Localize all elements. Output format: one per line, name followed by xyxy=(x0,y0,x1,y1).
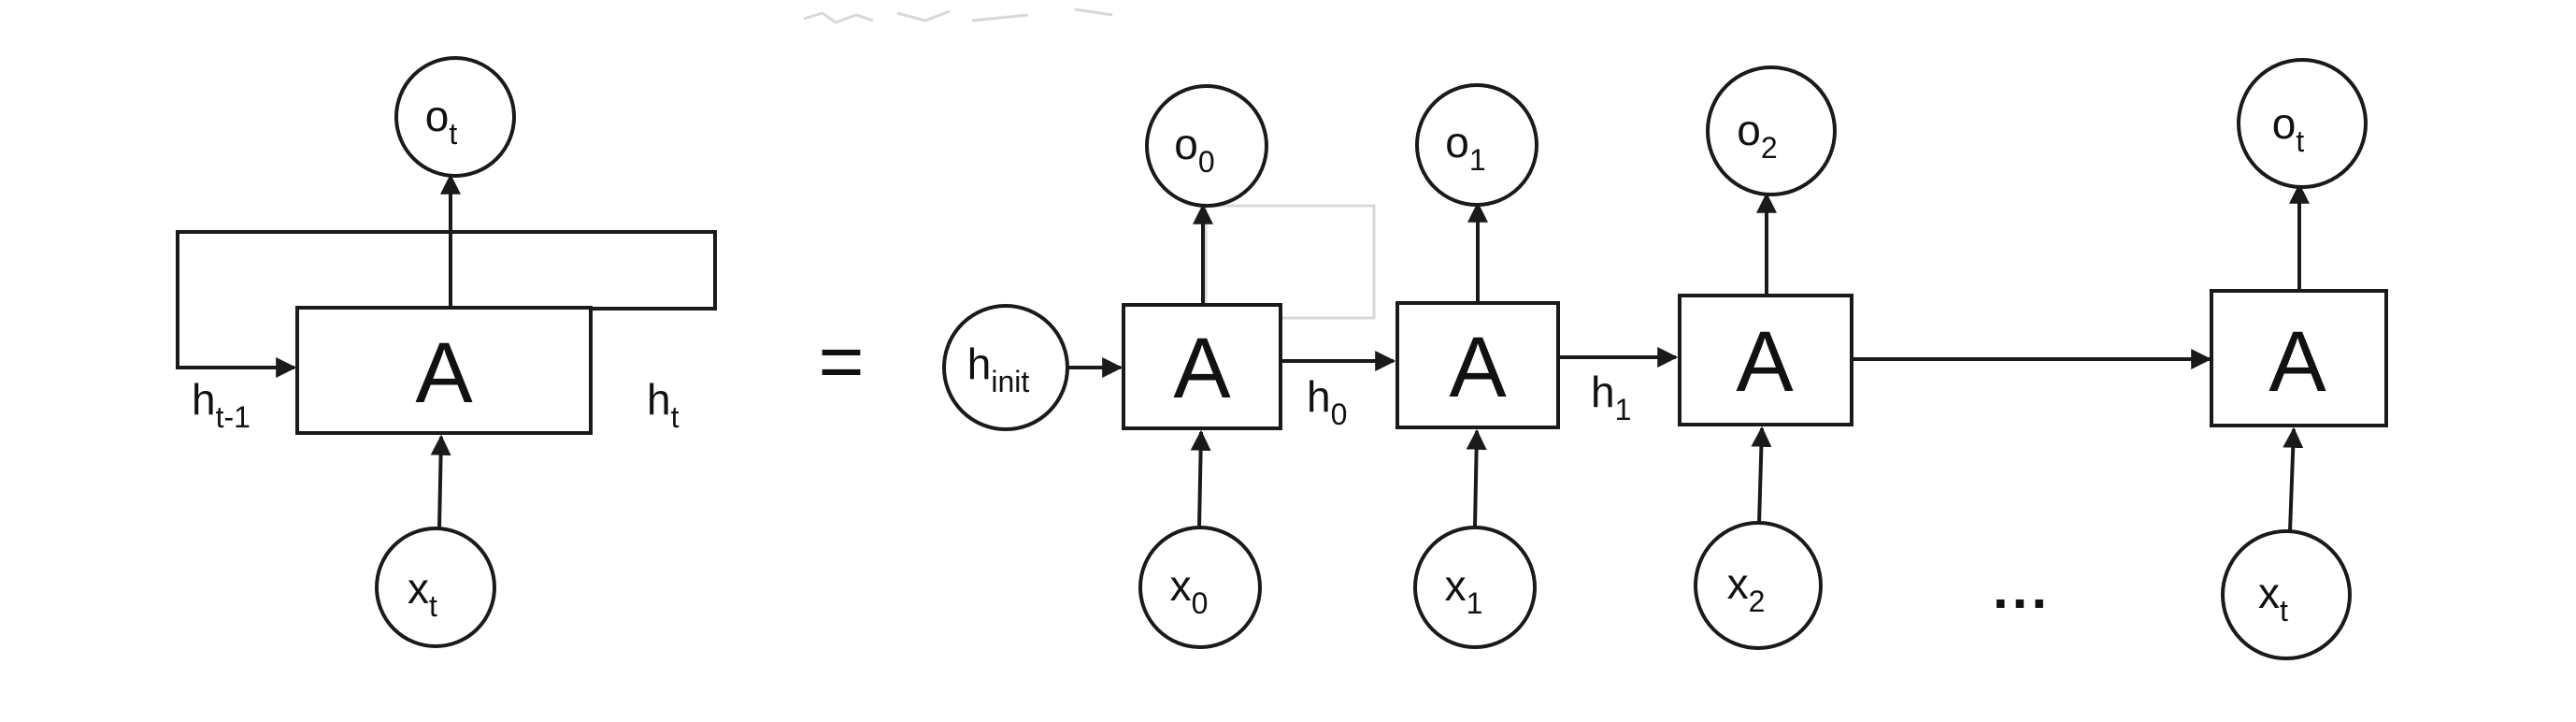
folded-cell-box xyxy=(295,306,593,435)
cell-t-input-label: xt xyxy=(2258,569,2288,628)
initial-state-label: hinit xyxy=(967,339,1030,398)
cell-t-label: A xyxy=(2268,314,2326,410)
cell-2-output-node xyxy=(1706,65,1837,196)
cell-2-output-label: o2 xyxy=(1737,106,1777,165)
cell-t-box xyxy=(2210,289,2388,427)
cell-0-input-arrow xyxy=(1190,429,1211,528)
unrolled-cell-2: A o2 x2 xyxy=(1678,65,2212,650)
cell-2-input-arrow xyxy=(1751,426,1772,525)
unrolled-cell-0: A o0 x0 h0 xyxy=(1122,84,1396,649)
cell-1-output-label: o1 xyxy=(1445,118,1485,177)
cell-0-input-node xyxy=(1138,526,1262,649)
folded-input-arrow xyxy=(430,434,451,529)
cell-1-input-node xyxy=(1413,526,1537,649)
folded-input-node xyxy=(375,527,496,648)
cell-1-box xyxy=(1395,301,1560,429)
cell-t-output-node xyxy=(2237,58,2368,189)
cell-1-output-node xyxy=(1415,83,1538,207)
scan-smudge xyxy=(803,7,1113,24)
folded-output-node xyxy=(394,56,516,178)
ghost-box xyxy=(1204,204,1376,320)
cell-t-output-label: ot xyxy=(2272,99,2305,158)
recurrent-loop-arrow xyxy=(176,230,717,378)
folded-input-label: xt xyxy=(408,564,437,623)
folded-cell-label: A xyxy=(415,325,473,421)
folded-rnn: A ot xt ht-1 ht xyxy=(176,56,717,648)
cell-t-input-arrow xyxy=(2283,426,2304,532)
unrolled-cell-t: A ot xt xyxy=(2210,58,2388,660)
cell-0-input-label: x0 xyxy=(1170,561,1209,620)
cell-t-input-node xyxy=(2221,529,2352,660)
cell-1-hidden-label: h1 xyxy=(1591,368,1631,426)
ellipsis: ... xyxy=(1993,557,2051,620)
scan-artifacts xyxy=(803,7,1376,320)
folded-output-label: ot xyxy=(425,92,458,151)
cell-1-input-arrow xyxy=(1466,428,1487,528)
folded-hidden-in-label: ht-1 xyxy=(192,375,250,434)
cell-0-box xyxy=(1122,303,1282,430)
cell-0-hidden-label: h0 xyxy=(1307,372,1347,431)
cell-0-label: A xyxy=(1173,321,1231,416)
cell-1-label: A xyxy=(1449,320,1507,415)
cell-1-input-label: x1 xyxy=(1445,561,1483,620)
cell-2-label: A xyxy=(1736,314,1794,410)
cell-0-output-label: o0 xyxy=(1174,120,1214,179)
cell-2-input-node xyxy=(1694,521,1823,650)
cell-2-input-label: x2 xyxy=(1727,559,1766,618)
unrolled-cell-1: A o1 x1 h1 xyxy=(1395,83,1679,649)
unrolled-rnn: hinit A o0 x0 h0 A o1 x1 h1 xyxy=(942,58,2388,660)
equals-sign: = xyxy=(818,317,864,405)
folded-hidden-out-label: ht xyxy=(647,375,680,434)
cell-0-output-node xyxy=(1145,84,1268,208)
